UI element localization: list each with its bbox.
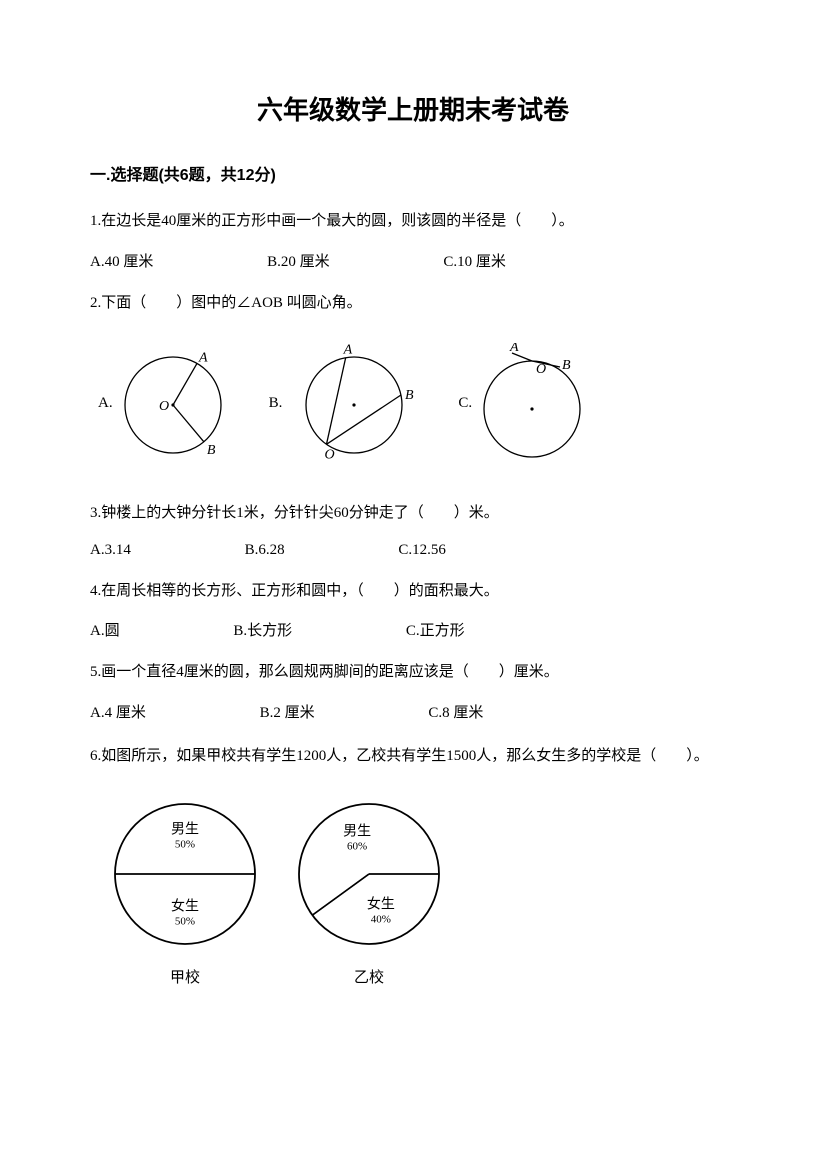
q3-opt-a: A.3.14 [90,542,131,559]
q2-opt-c: C. A B O [458,343,592,463]
pie-yi-caption: 乙校 [294,966,444,987]
pie-jia: 女生50%男生50% 甲校 [110,799,260,987]
q4-opt-c: C.正方形 [406,619,465,640]
svg-text:A: A [198,350,208,365]
exam-page: 六年级数学上册期末考试卷 一.选择题(共6题，共12分) 1.在边长是40厘米的… [0,0,826,1169]
circle-diagram-c: A B O [472,343,592,463]
section-header: 一.选择题(共6题，共12分) [90,161,736,185]
svg-text:A: A [343,343,353,358]
pie-chart-jia: 女生50%男生50% [110,799,260,949]
q3-text: 3.钟楼上的大钟分针长1米，分针针尖60分钟走了（ ）米。 [90,499,736,528]
q4-opt-a: A.圆 [90,619,120,640]
q2-diagrams: A. A B O B. A B O C. A B O [98,343,736,463]
q2-text: 2.下面（ ）图中的∠AOB 叫圆心角。 [90,289,736,318]
pie-jia-caption: 甲校 [110,966,260,987]
q4-opt-b: B.长方形 [233,619,292,640]
q1-opt-c: C.10 厘米 [443,250,506,271]
q2-opt-a: A. A B O [98,343,233,463]
q4-text: 4.在周长相等的长方形、正方形和圆中，（ ）的面积最大。 [90,577,736,606]
q1-options: A.40 厘米 B.20 厘米 C.10 厘米 [90,250,736,271]
svg-text:男生: 男生 [171,821,199,837]
svg-text:60%: 60% [347,840,367,852]
pie-chart-yi: 女生40% 男生60% [294,799,444,949]
svg-text:O: O [536,362,546,377]
q1-opt-a: A.40 厘米 [90,250,153,271]
svg-text:O: O [159,399,169,414]
q4-options: A.圆 B.长方形 C.正方形 [90,619,736,640]
svg-text:O: O [325,447,335,462]
q3-options: A.3.14 B.6.28 C.12.56 [90,542,736,559]
svg-text:40%: 40% [371,913,391,925]
q2-opt-b: B. A B O [269,343,423,463]
q5-options: A.4 厘米 B.2 厘米 C.8 厘米 [90,701,736,722]
q2-c-label: C. [458,395,472,412]
q3-opt-b: B.6.28 [245,542,285,559]
svg-text:B: B [562,358,571,373]
svg-text:女生: 女生 [171,897,199,914]
q6-pies: 女生50%男生50% 甲校 女生40%男生60% 乙校 [110,799,736,987]
q5-opt-c: C.8 厘米 [428,701,483,722]
svg-text:B: B [405,388,414,403]
q5-text: 5.画一个直径4厘米的圆，那么圆规两脚间的距离应该是（ ）厘米。 [90,658,736,687]
circle-diagram-a: A B O [113,343,233,463]
q5-opt-a: A.4 厘米 [90,701,146,722]
pie-yi: 女生40% 男生60% 乙校 [294,799,444,987]
q1-opt-b: B.20 厘米 [267,250,330,271]
svg-text:A: A [509,343,519,355]
svg-text:50%: 50% [175,838,195,850]
svg-text:B: B [206,443,215,458]
circle-diagram-b: A B O [282,343,422,463]
q6-text: 6.如图所示，如果甲校共有学生1200人，乙校共有学生1500人，那么女生多的学… [90,740,736,773]
q1-text: 1.在边长是40厘米的正方形中画一个最大的圆，则该圆的半径是（ ）。 [90,207,736,236]
svg-text:男生: 男生 [343,823,371,839]
page-title: 六年级数学上册期末考试卷 [90,90,736,127]
svg-text:女生: 女生 [367,895,395,912]
q2-b-label: B. [269,395,283,412]
q3-opt-c: C.12.56 [398,542,446,559]
q2-a-label: A. [98,395,113,412]
svg-text:50%: 50% [175,915,195,927]
q5-opt-b: B.2 厘米 [260,701,315,722]
